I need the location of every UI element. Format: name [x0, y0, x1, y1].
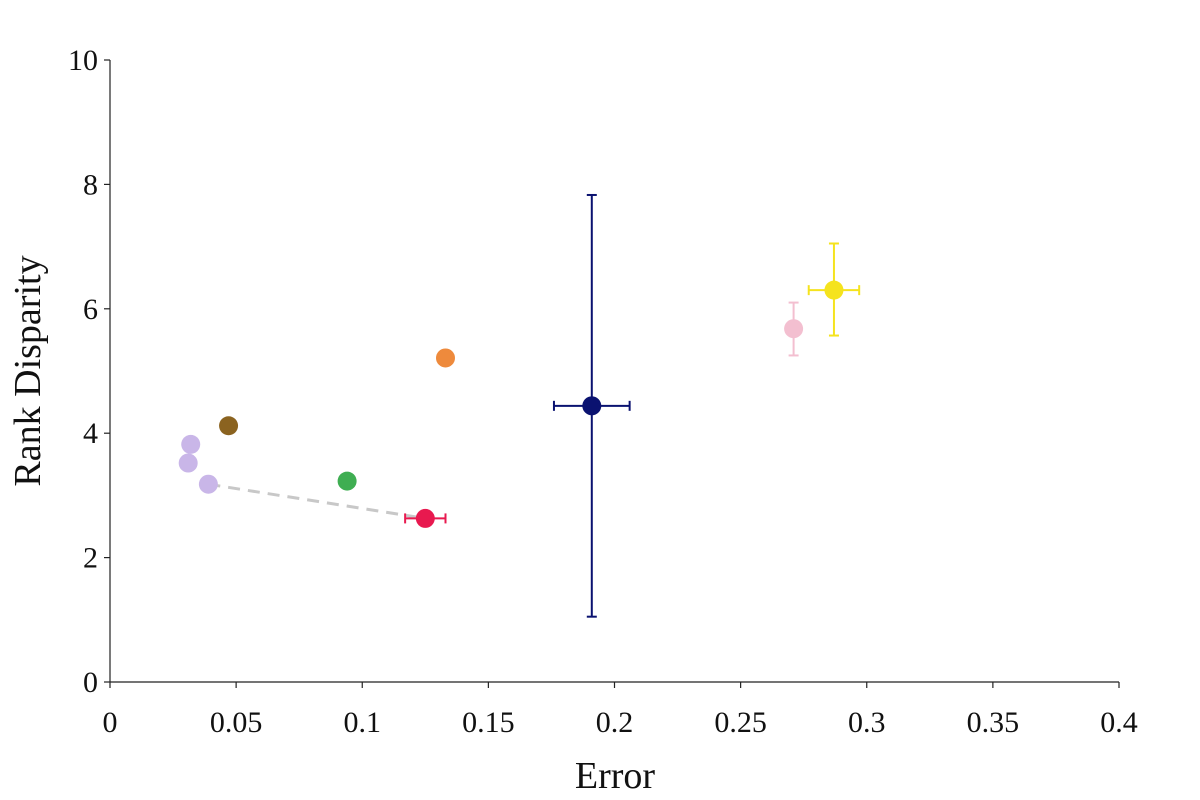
data-point — [178, 453, 198, 473]
data-point — [435, 348, 455, 368]
x-tick-label: 0.15 — [462, 706, 515, 739]
x-axis-title: Error — [575, 755, 656, 797]
y-tick-label: 6 — [83, 293, 98, 326]
x-ticks: 0 0.05 0.1 0.15 0.2 0.25 0.3 0.35 0.4 — [103, 682, 1138, 739]
data-point — [784, 319, 804, 339]
x-tick-label: 0.25 — [714, 706, 767, 739]
y-ticks: 0 2 4 6 8 10 — [68, 44, 110, 699]
data-point — [582, 396, 602, 416]
data-point — [198, 474, 218, 494]
data-point — [415, 508, 435, 528]
y-tick-label: 2 — [83, 542, 98, 575]
data-point — [219, 416, 239, 436]
y-tick-label: 4 — [83, 417, 98, 450]
x-tick-label: 0 — [103, 706, 118, 739]
data-point — [181, 434, 201, 454]
data-point — [337, 471, 357, 491]
data-points — [178, 280, 844, 528]
axes — [109, 60, 1119, 683]
y-tick-label: 8 — [83, 168, 98, 201]
x-tick-label: 0.05 — [210, 706, 263, 739]
y-axis-title: Rank Disparity — [7, 255, 49, 486]
x-tick-label: 0.3 — [848, 706, 886, 739]
y-tick-label: 0 — [83, 666, 98, 699]
x-tick-label: 0.1 — [344, 706, 382, 739]
y-tick-label: 10 — [68, 44, 98, 77]
x-tick-label: 0.35 — [967, 706, 1020, 739]
data-point — [824, 280, 844, 300]
x-tick-label: 0.4 — [1100, 706, 1138, 739]
error-bars — [404, 193, 861, 618]
connector-line — [208, 482, 426, 520]
x-tick-label: 0.2 — [596, 706, 634, 739]
connector-lines — [208, 482, 426, 520]
